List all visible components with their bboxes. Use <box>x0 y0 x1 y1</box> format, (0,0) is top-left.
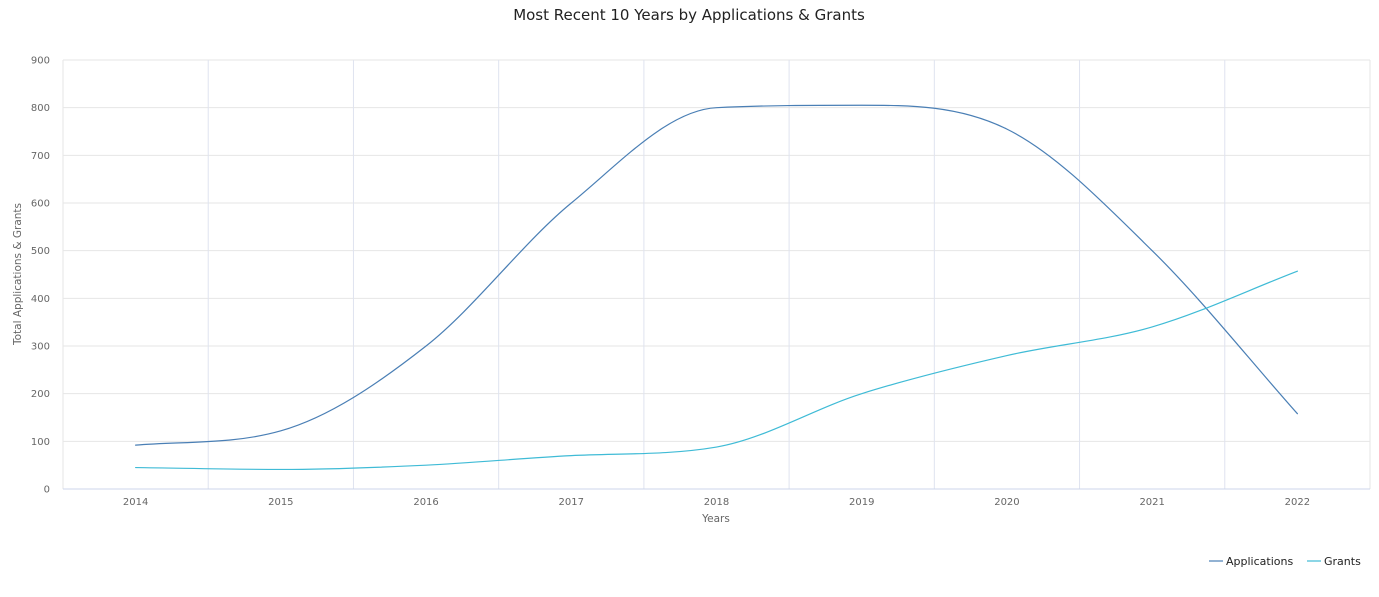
data-point-grants-2017[interactable] <box>568 453 574 459</box>
data-point-grants-2021[interactable] <box>1149 324 1155 330</box>
x-tick-label-2020: 2020 <box>994 497 1019 508</box>
legend: Applications Grants <box>1209 555 1361 568</box>
legend-label-applications: Applications <box>1226 555 1293 568</box>
y-tick-label-400: 400 <box>31 294 50 305</box>
x-tick-label-2015: 2015 <box>268 497 293 508</box>
data-point-grants-2019[interactable] <box>859 391 865 397</box>
y-tick-label-800: 800 <box>31 103 50 114</box>
x-tick-label-2021: 2021 <box>1139 497 1164 508</box>
legend-label-grants: Grants <box>1324 555 1361 568</box>
data-point-applications-2022[interactable] <box>1294 411 1300 417</box>
x-tick-label-2019: 2019 <box>849 497 874 508</box>
data-point-grants-2014[interactable] <box>133 465 139 471</box>
y-tick-label-0: 0 <box>44 485 50 496</box>
y-tick-label-500: 500 <box>31 246 50 257</box>
data-point-applications-2021[interactable] <box>1149 248 1155 254</box>
x-tick-label-2017: 2017 <box>559 497 584 508</box>
y-tick-label-100: 100 <box>31 437 50 448</box>
data-point-grants-2020[interactable] <box>1004 353 1010 359</box>
x-tick-label-2022: 2022 <box>1285 497 1310 508</box>
data-point-grants-2018[interactable] <box>714 444 720 450</box>
y-tick-label-700: 700 <box>31 151 50 162</box>
axis-layer: 0 100 200 300 400 500 600 700 800 900 2014 2015 2016… <box>31 56 1371 508</box>
y-tick-label-900: 900 <box>31 56 50 67</box>
y-tick-label-300: 300 <box>31 342 50 353</box>
legend-item-applications[interactable]: Applications <box>1209 555 1293 568</box>
y-axis-title: Total Applications & Grants <box>12 203 24 346</box>
series-layer <box>133 102 1300 472</box>
legend-item-grants[interactable]: Grants <box>1307 555 1361 568</box>
data-point-applications-2020[interactable] <box>1004 126 1010 132</box>
data-point-applications-2019[interactable] <box>859 102 865 108</box>
data-point-applications-2017[interactable] <box>568 200 574 206</box>
chart-title: Most Recent 10 Years by Applications & G… <box>513 6 865 24</box>
data-point-grants-2015[interactable] <box>278 466 284 472</box>
data-point-applications-2016[interactable] <box>423 343 429 349</box>
x-tick-label-2016: 2016 <box>413 497 438 508</box>
grid-layer <box>63 59 1370 489</box>
data-point-applications-2018[interactable] <box>714 105 720 111</box>
data-point-grants-2016[interactable] <box>423 462 429 468</box>
y-tick-label-200: 200 <box>31 389 50 400</box>
series-line-grants[interactable] <box>135 270 1298 471</box>
data-point-applications-2015[interactable] <box>278 428 284 434</box>
x-tick-label-2014: 2014 <box>123 497 148 508</box>
series-line-applications[interactable] <box>135 104 1298 446</box>
x-axis-title: Years <box>701 513 730 525</box>
data-point-applications-2014[interactable] <box>133 442 139 448</box>
x-tick-label-2018: 2018 <box>704 497 729 508</box>
data-point-grants-2022[interactable] <box>1294 268 1300 274</box>
y-tick-label-600: 600 <box>31 199 50 210</box>
